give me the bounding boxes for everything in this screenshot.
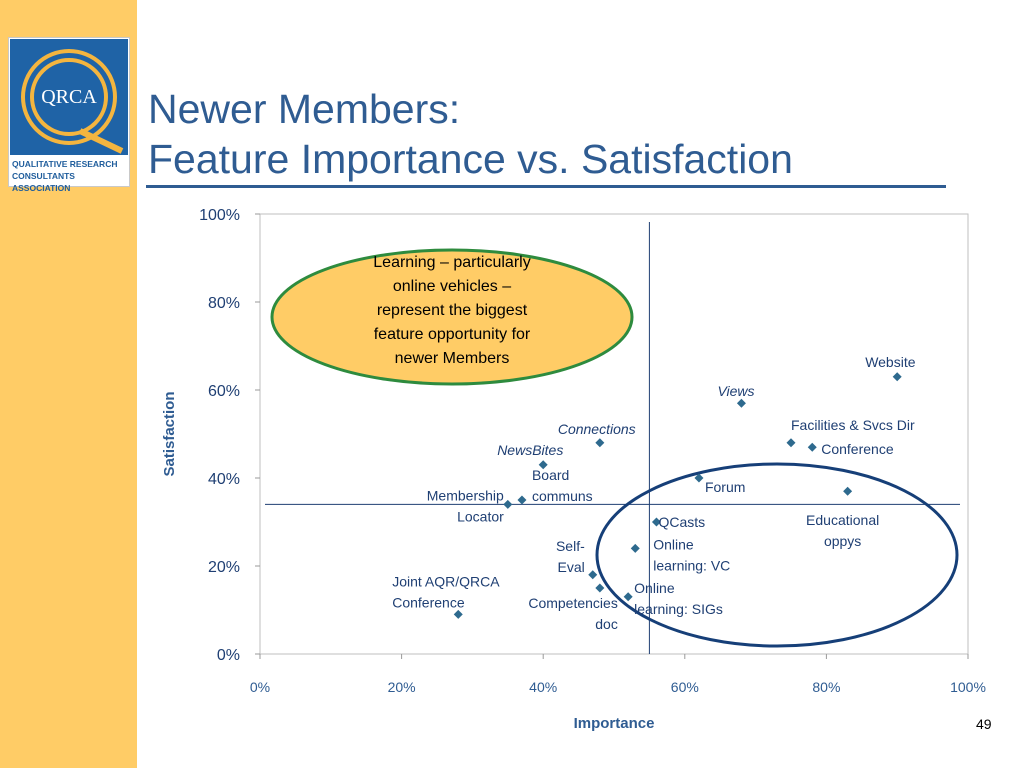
data-point [595, 583, 605, 593]
data-point-label: Board communs [532, 467, 593, 504]
x-tick-label: 0% [250, 679, 270, 695]
x-tick-label: 80% [812, 679, 840, 695]
data-point [503, 499, 513, 509]
data-point [651, 517, 661, 527]
data-point-label: Connections [558, 421, 636, 437]
slide-title-line2: Feature Importance vs. Satisfaction [148, 136, 793, 182]
data-point [892, 372, 902, 382]
data-point [517, 495, 527, 505]
data-point-label: Online learning: SIGs [634, 580, 723, 617]
slide-number: 49 [976, 716, 992, 732]
y-tick-label: 80% [208, 295, 240, 312]
slide-title-line1: Newer Members: [148, 86, 461, 132]
scatter-chart: 0% 20% 40% 60% 80% 100% 0% 20% 40% 60% 80% 100% Impo… [161, 207, 986, 732]
data-point-label: Membership Locator [427, 487, 504, 524]
data-point-label: Self-Eval [556, 538, 585, 575]
x-tick-label: 20% [388, 679, 416, 695]
data-point-label: Forum [705, 479, 745, 495]
y-tick-label: 60% [208, 383, 240, 400]
data-point [538, 460, 548, 470]
qrca-emblem-graphic: QRCA [21, 49, 124, 154]
callout-text-line: Learning – particularly [373, 254, 530, 271]
data-point-label: Educational oppys [806, 512, 879, 549]
data-point-label: Views [717, 383, 754, 399]
data-point-label: Joint AQR/QRCA Conference [392, 573, 500, 610]
x-tick-label: 100% [950, 679, 986, 695]
data-point-label: NewsBites [497, 442, 563, 458]
plot-area [259, 213, 969, 655]
qrca-logo: QRCA QUALITATIVE RESEARCH CONSULTANTS AS… [8, 37, 130, 193]
callout-text-line: represent the biggest [377, 302, 528, 319]
data-point-label: Facilities & Svcs Dir [791, 417, 915, 433]
data-point [623, 592, 633, 602]
y-axis-title: Satisfaction [161, 391, 178, 476]
data-point-label: Online learning: VC [653, 536, 730, 573]
title-underline [146, 185, 946, 188]
data-point-label: Website [865, 354, 916, 370]
y-tick-label: 100% [199, 207, 240, 224]
data-point [736, 398, 746, 408]
qrca-emblem-text: QRCA [41, 86, 97, 108]
qrca-tagline-line2: CONSULTANTS ASSOCIATION [12, 171, 75, 193]
x-axis-title: Importance [574, 715, 655, 732]
qrca-emblem: QRCA [10, 39, 128, 155]
callout-text-line: newer Members [395, 350, 510, 367]
data-point [453, 609, 463, 619]
data-point [807, 442, 817, 452]
x-tick-label: 40% [529, 679, 557, 695]
data-point [843, 486, 853, 496]
data-point [694, 473, 704, 483]
slide-title: Newer Members: Feature Importance vs. Sa… [148, 84, 793, 184]
data-point-label: QCasts [658, 514, 705, 530]
highlight-oval [595, 462, 959, 648]
qrca-tagline: QUALITATIVE RESEARCH CONSULTANTS ASSOCIA… [12, 158, 128, 194]
data-point [595, 438, 605, 448]
y-tick-label: 20% [208, 559, 240, 576]
y-tick-label: 0% [217, 647, 240, 664]
callout-text-line: feature opportunity for [374, 326, 531, 343]
data-point [588, 570, 598, 580]
y-tick-label: 40% [208, 471, 240, 488]
callout-ellipse [270, 248, 634, 386]
data-point-label: Competencies doc [528, 595, 618, 632]
x-tick-label: 60% [671, 679, 699, 695]
qrca-tagline-line1: QUALITATIVE RESEARCH [12, 159, 118, 169]
data-point-label: Conference [821, 441, 894, 457]
data-point [630, 543, 640, 553]
data-point [786, 438, 796, 448]
callout-text-line: online vehicles – [393, 278, 511, 295]
